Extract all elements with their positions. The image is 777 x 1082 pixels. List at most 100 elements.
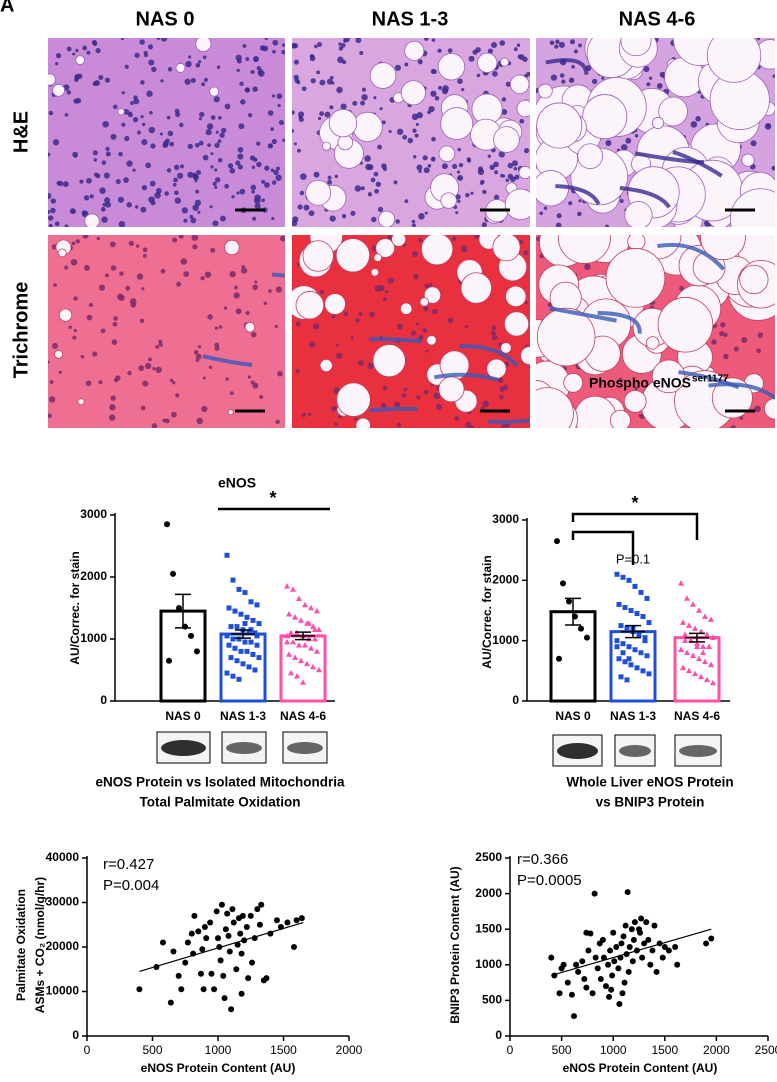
- data-point: [256, 655, 262, 661]
- data-point: [622, 659, 628, 665]
- nucleus: [414, 133, 419, 138]
- data-point: [626, 644, 632, 650]
- nucleus: [434, 95, 440, 101]
- nucleus: [293, 74, 299, 81]
- nucleus: [124, 64, 129, 69]
- x-tick-label: 2000: [703, 1043, 730, 1057]
- nucleus: [350, 210, 356, 216]
- nucleus: [427, 110, 431, 115]
- data-point: [314, 607, 320, 614]
- data-point: [560, 961, 567, 968]
- data-point: [589, 990, 596, 997]
- data-point: [184, 939, 191, 946]
- nucleus: [499, 386, 505, 392]
- nucleus: [215, 130, 219, 134]
- nucleus: [72, 151, 78, 158]
- data-point: [229, 906, 236, 913]
- data-point: [702, 613, 708, 619]
- nucleus: [124, 135, 130, 142]
- nucleus: [96, 236, 100, 241]
- data-point: [642, 638, 648, 644]
- data-point: [708, 661, 714, 668]
- nucleus: [424, 38, 429, 41]
- data-point: [234, 624, 240, 630]
- nucleus: [492, 71, 498, 77]
- nucleus: [214, 326, 219, 330]
- vacuole: [700, 235, 746, 261]
- nucleus: [92, 150, 98, 156]
- nucleus: [135, 244, 140, 248]
- data-point: [298, 657, 304, 663]
- nucleus: [739, 416, 744, 420]
- x-tick-label: 500: [142, 1043, 162, 1057]
- nucleus: [275, 419, 280, 425]
- nucleus: [526, 71, 530, 77]
- nucleus: [52, 342, 59, 349]
- nucleus: [251, 165, 256, 170]
- data-point: [221, 995, 228, 1002]
- nucleus: [772, 74, 775, 78]
- nucleus: [498, 151, 505, 158]
- data-point: [236, 676, 242, 682]
- x-tick-label: NAS 1-3: [220, 709, 266, 723]
- nucleus: [123, 177, 129, 183]
- nucleus: [476, 73, 481, 78]
- nucleus: [252, 382, 259, 389]
- vacuole: [537, 83, 553, 99]
- nucleus: [656, 82, 663, 89]
- nucleus: [198, 117, 202, 121]
- nucleus: [128, 240, 134, 246]
- data-point: [640, 614, 646, 620]
- data-point: [312, 635, 318, 642]
- fibrosis: [369, 406, 418, 413]
- vacuole: [337, 134, 354, 151]
- nucleus: [121, 38, 125, 41]
- nucleus: [367, 362, 374, 370]
- nucleus: [561, 79, 566, 84]
- nucleus: [261, 198, 265, 203]
- nucleus: [68, 325, 72, 330]
- data-point: [632, 647, 638, 653]
- data-point: [640, 668, 646, 674]
- nucleus: [381, 120, 386, 125]
- data-point: [220, 972, 227, 979]
- nucleus: [195, 142, 200, 148]
- nucleus: [411, 219, 416, 224]
- data-point: [560, 580, 566, 587]
- vacuole: [492, 235, 521, 262]
- data-point: [230, 636, 236, 642]
- data-point: [674, 961, 681, 968]
- nucleus: [252, 216, 257, 221]
- vacuole: [426, 335, 437, 346]
- data-point: [316, 626, 322, 632]
- vacuole: [391, 235, 407, 247]
- nucleus: [140, 115, 144, 119]
- vacuole: [520, 346, 530, 366]
- nucleus: [140, 80, 145, 85]
- fibrosis: [634, 151, 704, 165]
- blot-band: [557, 743, 598, 759]
- nucleus: [329, 75, 334, 80]
- nucleus: [82, 45, 88, 51]
- data-point: [238, 648, 244, 654]
- vacuole: [195, 38, 212, 52]
- vacuole: [423, 286, 442, 304]
- nucleus: [108, 414, 116, 421]
- fibrosis: [271, 272, 285, 278]
- data-point: [570, 1013, 577, 1020]
- nucleus: [352, 100, 358, 106]
- data-point: [292, 614, 298, 620]
- nucleus: [404, 62, 409, 67]
- nucleus: [451, 236, 457, 241]
- nucleus: [223, 306, 228, 310]
- data-point: [554, 538, 560, 545]
- nucleus: [618, 377, 623, 382]
- vacuole: [500, 57, 510, 67]
- nucleus: [431, 156, 436, 160]
- nucleus: [416, 112, 423, 119]
- nucleus: [519, 240, 524, 245]
- vacuole: [305, 179, 332, 206]
- nucleus: [139, 39, 145, 45]
- nucleus: [634, 134, 639, 138]
- data-point: [620, 641, 626, 647]
